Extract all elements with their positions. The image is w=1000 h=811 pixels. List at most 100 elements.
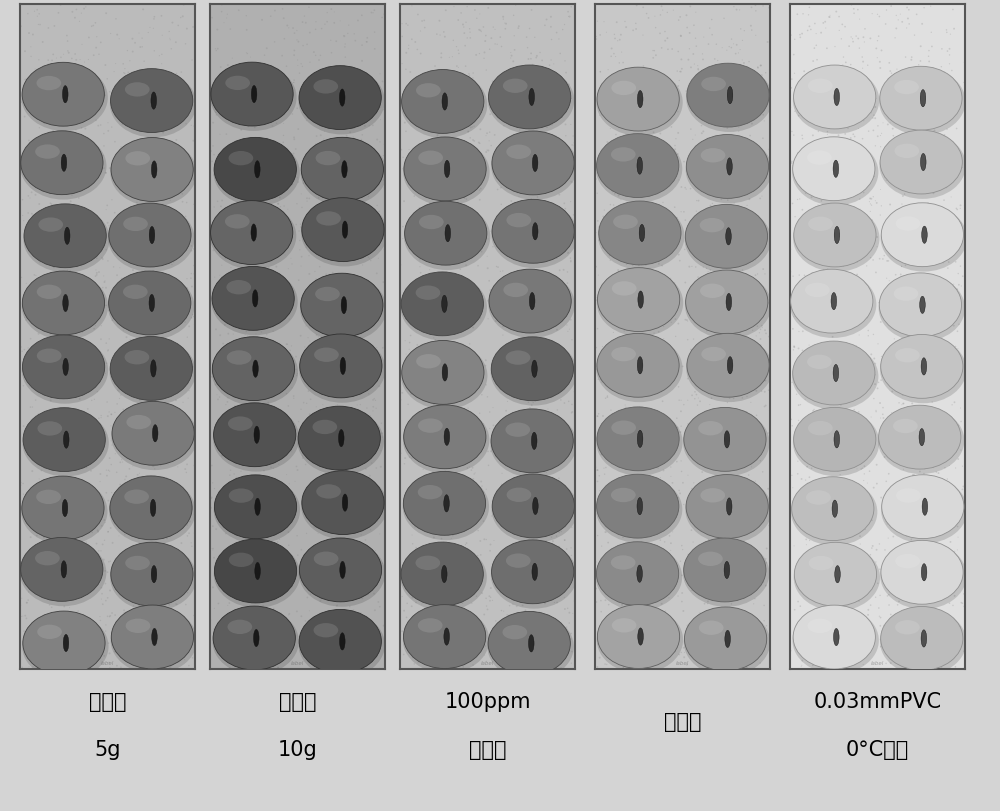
Point (53, 290, 69, 303)
Point (956, 662, 972, 675)
Point (75, 481, 91, 494)
Point (418, 594, 434, 607)
Point (522, 419, 538, 432)
Point (650, 243, 666, 256)
Point (495, 280, 511, 293)
Ellipse shape (316, 211, 341, 225)
Point (60, 449, 76, 462)
Point (183, 82, 199, 95)
Point (406, 475, 422, 488)
Point (237, 616, 253, 629)
Point (87, 320, 103, 333)
Point (418, 481, 434, 494)
Point (638, 124, 654, 137)
Point (319, 325, 335, 338)
Ellipse shape (896, 217, 920, 231)
Point (754, 289, 770, 302)
Point (405, 355, 421, 368)
Point (280, 223, 296, 236)
Point (860, 240, 876, 253)
Point (356, 212, 372, 225)
Point (184, 157, 200, 169)
Point (368, 401, 384, 414)
Point (439, 572, 455, 585)
Point (343, 412, 359, 425)
Point (131, 482, 147, 495)
Point (353, 512, 369, 525)
Point (306, 45, 322, 58)
Point (512, 161, 528, 174)
Point (324, 640, 340, 653)
Point (846, 311, 862, 324)
Point (709, 646, 725, 659)
Point (472, 640, 488, 653)
Point (269, 249, 285, 262)
Point (564, 176, 580, 189)
Point (454, 431, 470, 444)
Point (603, 177, 619, 190)
Point (290, 176, 306, 189)
Point (225, 287, 241, 300)
Point (45, 332, 61, 345)
Point (908, 561, 924, 574)
Point (722, 392, 738, 405)
Point (719, 128, 735, 141)
Ellipse shape (792, 607, 879, 674)
Point (868, 92, 884, 105)
Ellipse shape (597, 407, 679, 470)
Point (945, 355, 961, 368)
Point (685, 152, 701, 165)
Point (746, 411, 762, 424)
Point (873, 491, 889, 504)
Point (158, 294, 174, 307)
Point (245, 154, 261, 167)
Point (460, 401, 476, 414)
Point (830, 416, 846, 429)
Ellipse shape (112, 401, 194, 466)
Point (376, 103, 392, 116)
Point (311, 556, 327, 569)
Point (660, 229, 676, 242)
Point (745, 300, 761, 313)
Point (394, 57, 410, 70)
Point (613, 353, 629, 366)
Point (435, 424, 451, 437)
Point (76, 103, 92, 116)
Point (310, 384, 326, 397)
Point (403, 624, 419, 637)
Point (239, 24, 255, 36)
Point (419, 586, 435, 599)
Point (38, 272, 54, 285)
Point (661, 163, 677, 176)
Point (818, 477, 834, 490)
Point (734, 34, 750, 47)
Point (888, 351, 904, 364)
Point (794, 654, 810, 667)
Ellipse shape (489, 269, 571, 333)
Point (416, 248, 432, 261)
Point (598, 526, 614, 539)
Point (799, 460, 815, 473)
Point (352, 398, 368, 411)
Point (851, 372, 867, 385)
Point (56, 48, 72, 61)
Point (151, 514, 167, 527)
Point (834, 350, 850, 363)
Point (925, 450, 941, 463)
Point (614, 599, 630, 611)
Point (179, 331, 195, 344)
Point (511, 625, 527, 638)
Point (180, 490, 196, 503)
Point (532, 587, 548, 600)
Point (401, 343, 417, 356)
Point (816, 410, 832, 423)
Ellipse shape (211, 62, 293, 126)
Point (427, 186, 443, 199)
Point (436, 535, 452, 548)
Point (748, 182, 764, 195)
Point (119, 44, 135, 57)
Point (762, 404, 778, 417)
Point (323, 633, 339, 646)
Ellipse shape (63, 431, 69, 448)
Point (296, 396, 312, 409)
